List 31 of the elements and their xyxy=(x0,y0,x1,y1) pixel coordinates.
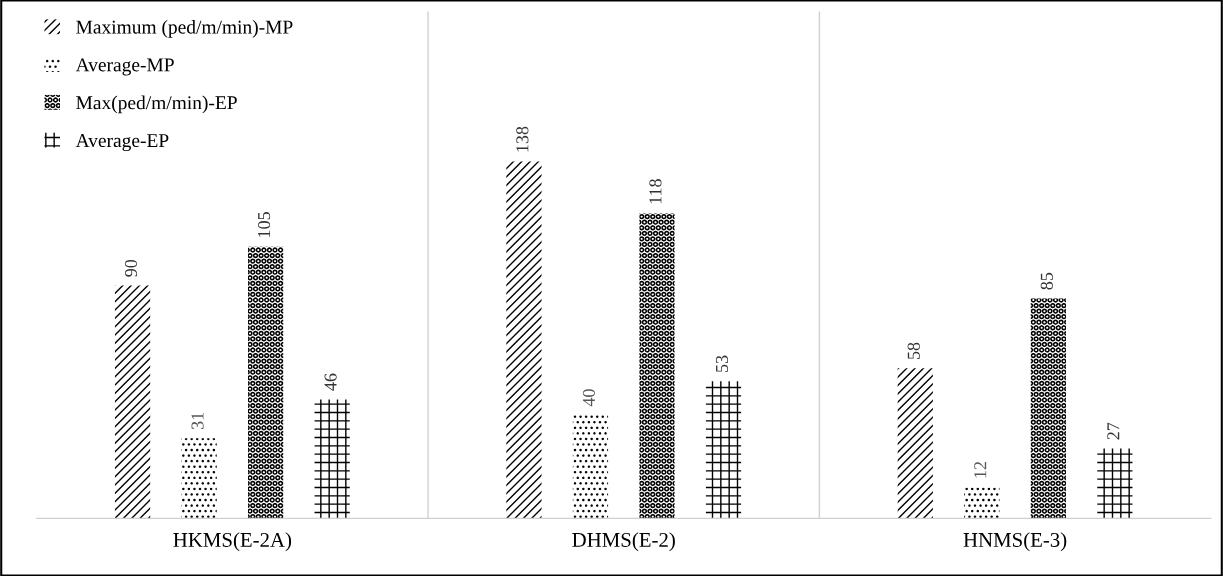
bar xyxy=(314,399,350,519)
bar xyxy=(114,285,151,519)
legend-label: Maximum (ped/m/min)-MP xyxy=(76,20,293,38)
legend-label: Average-EP xyxy=(75,134,169,152)
bar xyxy=(572,414,609,519)
bar xyxy=(705,381,742,519)
data-label: 12 xyxy=(974,461,987,478)
bar xyxy=(1030,298,1066,519)
data-label: 90 xyxy=(124,259,138,277)
x-tick-label: DHMS(E-2) xyxy=(572,532,675,552)
bar xyxy=(181,438,217,519)
bar xyxy=(506,161,542,519)
bar xyxy=(897,368,933,519)
data-label: 27 xyxy=(1107,422,1120,440)
data-label: 53 xyxy=(715,355,729,372)
data-label: 105 xyxy=(257,212,271,237)
legend-label: Average-MP xyxy=(75,58,174,76)
bar xyxy=(1097,448,1133,519)
data-label: 118 xyxy=(649,179,662,204)
bar xyxy=(964,487,1000,519)
data-label: 85 xyxy=(1040,272,1053,290)
legend-label: Max(ped/m/min)-EP xyxy=(76,95,237,114)
data-label: 31 xyxy=(191,412,204,430)
x-tick-label: HNMS(E-3) xyxy=(963,532,1067,552)
data-label: 40 xyxy=(582,389,595,407)
data-label: 46 xyxy=(324,373,337,391)
x-tick-label: HKMS(E-2A) xyxy=(173,532,292,552)
data-label: 58 xyxy=(907,342,920,359)
data-label: 138 xyxy=(516,126,529,152)
bar xyxy=(248,246,284,519)
bar xyxy=(639,213,675,519)
